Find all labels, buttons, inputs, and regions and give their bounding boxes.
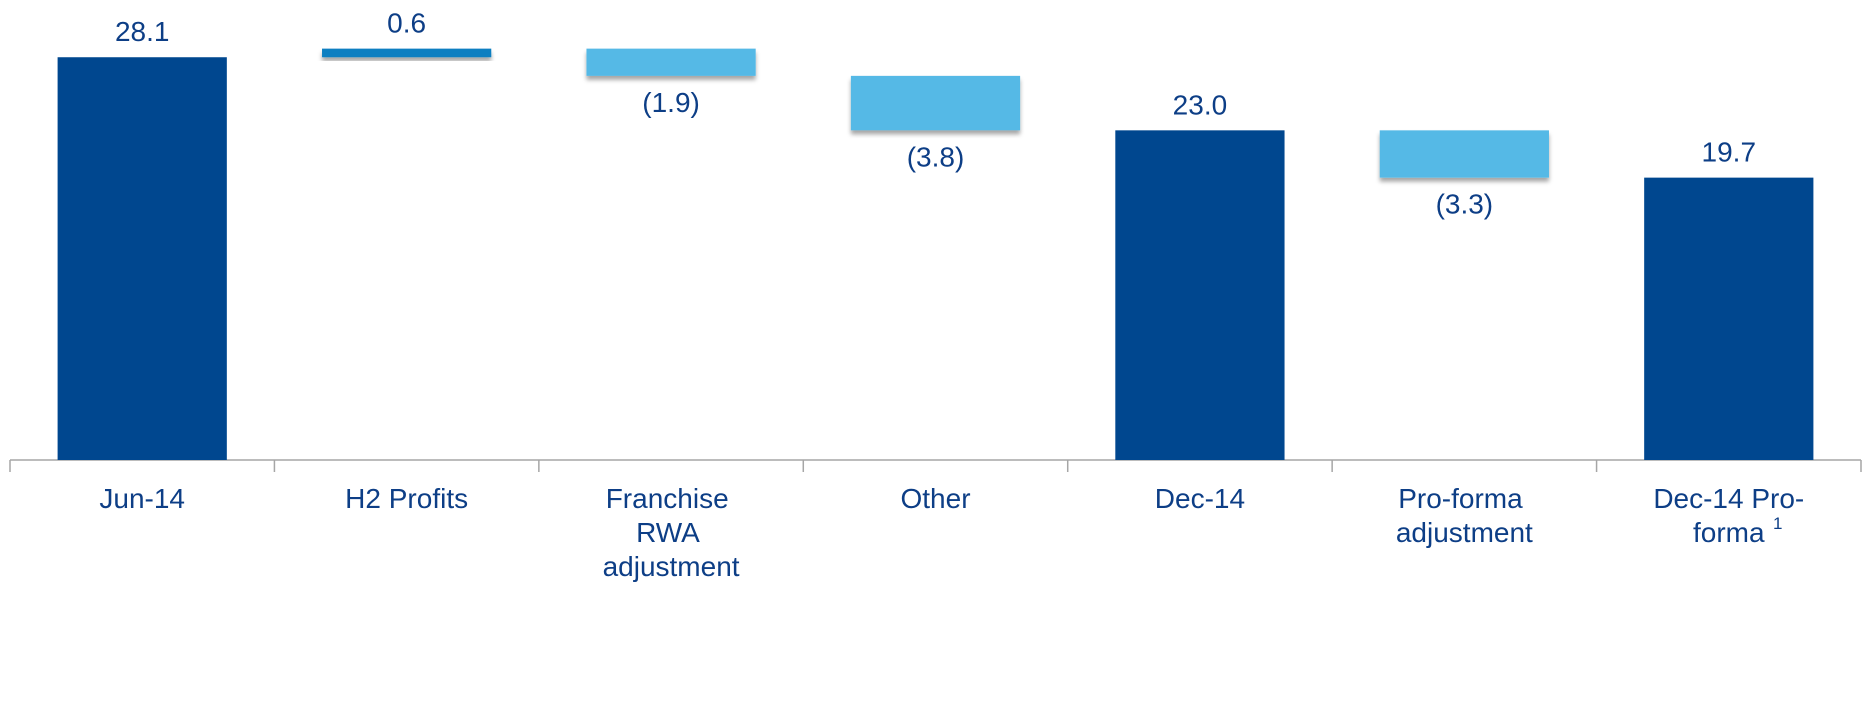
value-label: (1.9)	[642, 87, 700, 118]
bar	[57, 57, 227, 460]
value-label: (3.8)	[907, 141, 965, 172]
x-tick-label: Jun-14	[99, 483, 185, 514]
bar	[1644, 177, 1814, 460]
x-tick-label: Franchise RWA adjustment	[603, 483, 740, 582]
x-tick-label: Pro-forma adjustment	[1396, 483, 1533, 548]
bar	[322, 48, 492, 58]
x-tick-label: Dec-14	[1155, 483, 1245, 514]
value-label: 23.0	[1173, 89, 1228, 120]
value-label: 0.6	[387, 8, 426, 39]
bar	[1115, 130, 1285, 461]
bar	[1379, 130, 1549, 178]
bar	[586, 48, 756, 76]
value-label: (3.3)	[1436, 189, 1494, 220]
x-tick-label: H2 Profits	[345, 483, 468, 514]
x-tick-label: Other	[900, 483, 970, 514]
value-label: 19.7	[1702, 137, 1757, 168]
bar	[850, 75, 1021, 131]
footnote-mark: 1	[1773, 514, 1782, 533]
value-label: 28.1	[115, 16, 170, 47]
x-tick-label: Dec-14 Pro-forma	[1653, 483, 1804, 548]
